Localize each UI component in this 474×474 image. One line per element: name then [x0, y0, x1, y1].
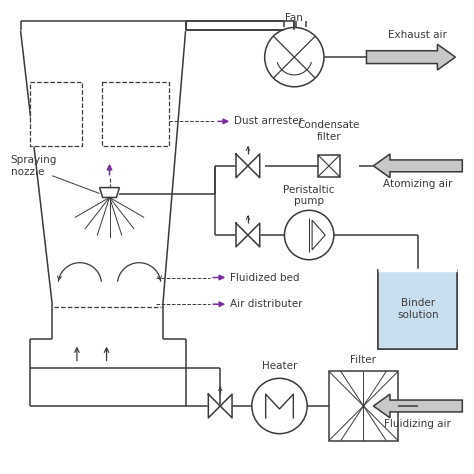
- Polygon shape: [366, 44, 456, 70]
- Bar: [378, 270, 457, 349]
- Text: Fluidizing air: Fluidizing air: [384, 419, 451, 429]
- Bar: [318, 155, 340, 177]
- Text: Peristaltic
pump: Peristaltic pump: [283, 185, 335, 206]
- Bar: [329, 372, 398, 441]
- Text: Fan: Fan: [285, 13, 303, 23]
- Circle shape: [264, 27, 324, 87]
- Polygon shape: [236, 154, 260, 178]
- Text: Heater: Heater: [262, 362, 297, 372]
- Circle shape: [252, 378, 307, 434]
- Bar: [101, 82, 169, 146]
- Polygon shape: [374, 394, 462, 418]
- Polygon shape: [236, 223, 260, 247]
- Text: Binder
solution: Binder solution: [397, 298, 438, 320]
- Polygon shape: [209, 394, 232, 418]
- Circle shape: [284, 210, 334, 260]
- Text: Air distributer: Air distributer: [230, 299, 302, 309]
- Text: Spraying
nozzle: Spraying nozzle: [11, 155, 57, 177]
- Text: Dust arrester: Dust arrester: [234, 117, 303, 127]
- Polygon shape: [312, 220, 325, 250]
- Text: Fluidized bed: Fluidized bed: [230, 273, 300, 283]
- Polygon shape: [100, 188, 119, 198]
- Text: Filter: Filter: [350, 355, 376, 365]
- Polygon shape: [374, 154, 462, 178]
- Text: Condensate
filter: Condensate filter: [298, 120, 360, 142]
- Text: Atomizing air: Atomizing air: [383, 179, 453, 189]
- Text: Exhaust air: Exhaust air: [388, 30, 447, 40]
- Bar: [30, 82, 82, 146]
- Bar: [378, 270, 457, 349]
